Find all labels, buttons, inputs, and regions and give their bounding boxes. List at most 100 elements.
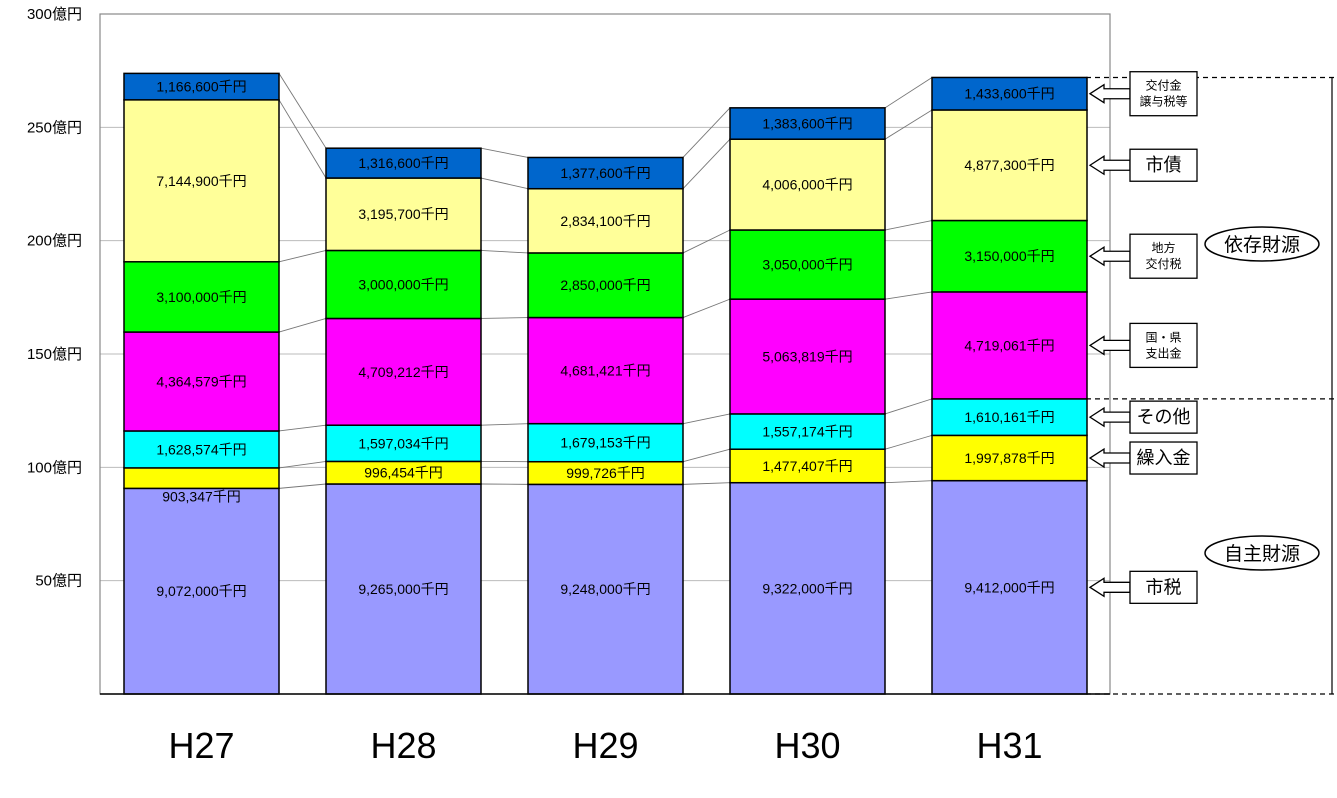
bar-segment-h29-6 <box>527 156 684 190</box>
connector-line <box>480 147 529 158</box>
bar-data-label: 3,000,000千円 <box>358 276 448 292</box>
connector-line <box>480 177 529 190</box>
bar-data-label: 1,477,407千円 <box>762 458 852 474</box>
connector-line <box>884 480 933 484</box>
connector-line <box>682 482 731 485</box>
bar-data-label: 4,006,000千円 <box>762 177 852 193</box>
bar-data-label: 1,997,878千円 <box>964 450 1054 466</box>
connector-line <box>480 317 529 319</box>
legend-label: 支出金 <box>1145 345 1181 360</box>
connector-line <box>884 77 933 109</box>
bar-data-label: 1,433,600千円 <box>964 86 1054 102</box>
legend-label: 市債 <box>1146 155 1182 175</box>
x-category-label: H29 <box>572 725 638 766</box>
y-tick-label: 150億円 <box>27 346 82 363</box>
bar-segment-h31-3 <box>931 291 1088 400</box>
bar-data-label: 4,681,421千円 <box>560 363 650 379</box>
bar-data-label: 3,195,700千円 <box>358 206 448 222</box>
bar-data-label: 1,166,600千円 <box>156 79 246 95</box>
legend-box <box>1129 322 1198 369</box>
legend-label: 地方 <box>1151 240 1175 255</box>
group-oval <box>1204 535 1320 571</box>
bar-segment-h28-3 <box>325 317 482 426</box>
bar-segment-h29-0 <box>527 483 684 695</box>
bar-data-label: 4,364,579千円 <box>156 374 246 390</box>
bar-data-label: 9,072,000千円 <box>156 583 246 599</box>
bar-segment-h30-5 <box>729 138 886 231</box>
legend-box <box>1129 71 1198 117</box>
y-tick-label: 300億円 <box>27 6 82 23</box>
y-tick-label: 200億円 <box>27 233 82 250</box>
x-category-label: H30 <box>774 725 840 766</box>
legend-label: 市税 <box>1146 577 1182 597</box>
legend-label: 国・県 <box>1145 330 1181 344</box>
bar-segment-h29-4 <box>527 252 684 319</box>
bar-data-label: 9,265,000千円 <box>358 581 448 597</box>
bar-segment-h27-6 <box>123 72 280 101</box>
legend-box <box>1129 148 1198 182</box>
connector-line <box>682 138 731 190</box>
bar-data-label: 9,248,000千円 <box>560 581 650 597</box>
bar-data-label: 903,347千円 <box>162 488 241 504</box>
bar-data-label: 1,628,574千円 <box>156 441 246 457</box>
group-label: 自主財源 <box>1224 543 1300 565</box>
bar-data-label: 1,383,600千円 <box>762 116 852 132</box>
bar-data-label: 1,316,600千円 <box>358 155 448 171</box>
bar-segment-h30-4 <box>729 229 886 300</box>
legend-box <box>1129 233 1198 279</box>
x-category-label: H28 <box>370 725 436 766</box>
bar-data-label: 5,063,819千円 <box>762 349 852 365</box>
bar-data-label: 996,454千円 <box>364 465 443 481</box>
bar-data-label: 3,100,000千円 <box>156 289 246 305</box>
connector-line <box>682 413 731 425</box>
connector-line <box>682 107 731 158</box>
bar-segment-h31-2 <box>931 398 1088 437</box>
connector-line <box>278 460 327 469</box>
bar-segment-h31-0 <box>931 479 1088 695</box>
bar-segment-h29-2 <box>527 422 684 463</box>
bar-segment-h31-1 <box>931 434 1088 482</box>
bar-segment-h27-5 <box>123 99 280 263</box>
bar-segment-h27-1 <box>123 467 280 490</box>
bar-segment-h28-4 <box>325 249 482 320</box>
bar-segment-h30-0 <box>729 481 886 695</box>
bar-data-label: 4,709,212千円 <box>358 364 448 380</box>
connector-line <box>884 109 933 140</box>
bar-segment-h29-3 <box>527 316 684 425</box>
bar-segment-h27-0 <box>123 487 280 695</box>
bar-segment-h31-6 <box>931 76 1088 111</box>
bar-data-label: 3,050,000千円 <box>762 257 852 273</box>
bar-data-label: 7,144,900千円 <box>156 173 246 189</box>
connector-line <box>480 423 529 426</box>
connector-line <box>278 73 327 149</box>
bar-segment-h30-3 <box>729 298 886 415</box>
bar-data-label: 2,834,100千円 <box>560 213 650 229</box>
bar-data-label: 1,610,161千円 <box>964 409 1054 425</box>
connector-line <box>480 250 529 254</box>
bar-data-label: 1,557,174千円 <box>762 424 852 440</box>
bar-data-label: 999,726千円 <box>566 465 645 481</box>
bar-segment-h27-4 <box>123 261 280 333</box>
bar-data-label: 9,412,000千円 <box>964 579 1054 595</box>
bar-segment-h27-3 <box>123 331 280 432</box>
connector-line <box>884 220 933 231</box>
x-category-label: H31 <box>976 725 1042 766</box>
connector-line <box>278 483 327 489</box>
legend-label: 譲与税等 <box>1139 94 1187 109</box>
connector-line <box>682 448 731 463</box>
connector-line <box>884 398 933 415</box>
connector-line <box>682 298 731 318</box>
bar-data-label: 4,719,061千円 <box>964 337 1054 353</box>
connector-line <box>278 250 327 263</box>
bar-segment-h30-1 <box>729 448 886 484</box>
connector-line <box>682 229 731 254</box>
bar-data-label: 9,322,000千円 <box>762 580 852 596</box>
bar-segment-h28-6 <box>325 147 482 179</box>
legend-box <box>1129 441 1198 475</box>
bar-segment-h27-2 <box>123 430 280 469</box>
bar-data-label: 1,377,600千円 <box>560 165 650 181</box>
connector-line <box>278 99 327 179</box>
bar-data-label: 4,877,300千円 <box>964 157 1054 173</box>
legend-label: 繰入金 <box>1137 448 1191 468</box>
group-label: 依存財源 <box>1224 234 1300 256</box>
